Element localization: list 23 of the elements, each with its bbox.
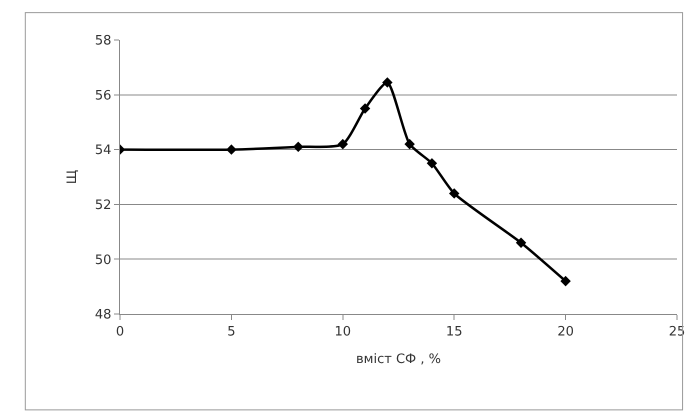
y-tick-label: 50 (94, 252, 112, 268)
y-tick-label: 56 (94, 88, 112, 104)
point (426, 158, 438, 168)
y-tick-label: 58 (94, 34, 112, 49)
x-tick-label: 0 (116, 324, 124, 340)
point (360, 103, 370, 114)
y-axis-title: Щ (64, 170, 80, 184)
point (404, 138, 415, 150)
x-tick-label: 10 (334, 324, 352, 340)
x-axis-title: вміст СФ , % (356, 352, 441, 368)
point (338, 138, 348, 150)
x-tick-label: 20 (557, 324, 574, 340)
point (293, 142, 304, 152)
x-tick-label: 5 (227, 324, 236, 340)
point (560, 276, 571, 286)
point (449, 188, 460, 199)
point (516, 238, 526, 248)
y-tick-label: 52 (94, 198, 112, 213)
x-tick-label: 15 (446, 324, 462, 340)
point (382, 77, 393, 88)
point (226, 144, 237, 155)
y-tick-label: 48 (94, 308, 112, 323)
y-tick-label: 54 (94, 143, 112, 158)
